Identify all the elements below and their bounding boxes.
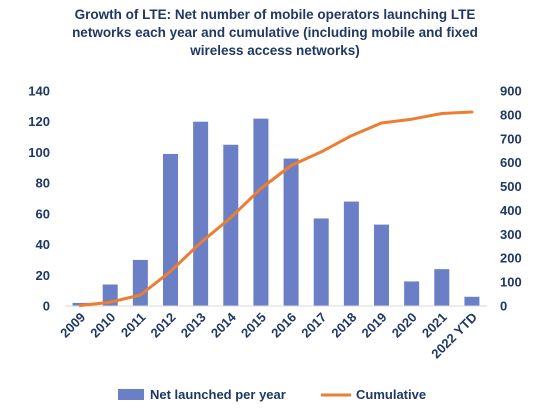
cumulative-line — [78, 110, 474, 307]
bar-2018 — [343, 201, 359, 306]
y-left-tick-label: 80 — [36, 176, 50, 191]
y-right-tick-label: 0 — [500, 299, 507, 314]
bar-2016 — [283, 158, 299, 306]
y-right-tick-label: 900 — [500, 84, 522, 99]
bar-2019 — [374, 224, 389, 306]
y-left-tick-label: 20 — [36, 268, 50, 283]
y-left-tick-label: 120 — [28, 114, 50, 129]
chart-title-line-3: wireless access networks) — [190, 43, 360, 58]
x-tick-label: 2017 — [298, 310, 329, 341]
x-tick-label: 2020 — [389, 310, 420, 341]
y-right-tick-label: 100 — [500, 275, 522, 290]
y-right-tick-label: 500 — [500, 179, 522, 194]
bar-2021 — [434, 269, 450, 306]
line-series — [78, 110, 474, 307]
y-right-tick-label: 200 — [500, 251, 522, 266]
bar-2022-ytd — [464, 296, 480, 306]
x-tick-label: 2016 — [268, 310, 299, 341]
x-tick-label: 2014 — [208, 309, 240, 341]
y-left-tick-label: 140 — [28, 84, 50, 99]
bar-2013 — [193, 121, 209, 306]
bar-2020 — [404, 281, 420, 306]
y-axis-right: 0 100 200 300 400 500 600 700 800 900 — [500, 84, 522, 314]
bar-2014 — [223, 144, 239, 306]
y-right-tick-label: 300 — [500, 227, 522, 242]
y-right-tick-label: 700 — [500, 131, 522, 146]
y-right-tick-label: 600 — [500, 155, 522, 170]
x-axis-labels: 2009 2010 2011 2012 2013 2014 2015 2016 2017 2018… — [57, 309, 480, 361]
y-right-tick-label: 400 — [500, 203, 522, 218]
x-tick-label: 2010 — [87, 310, 118, 341]
x-tick-label: 2015 — [238, 310, 269, 341]
x-tick-label: 2011 — [118, 310, 149, 341]
bar-2015 — [253, 118, 269, 307]
x-tick-label: 2009 — [57, 310, 88, 341]
bar-2011 — [132, 259, 148, 306]
bar-series — [72, 118, 480, 307]
x-tick-label: 2019 — [359, 310, 390, 341]
chart-title-line-2: networks each year and cumulative (inclu… — [72, 25, 478, 40]
legend-bar-label: Net launched per year — [150, 387, 286, 402]
y-left-tick-label: 40 — [36, 237, 50, 252]
y-left-tick-label: 100 — [28, 145, 50, 160]
legend: Net launched per year Cumulative — [118, 387, 426, 402]
x-tick-label: 2013 — [178, 310, 209, 341]
legend-line-label: Cumulative — [356, 387, 426, 402]
legend-bar-swatch — [118, 389, 144, 400]
y-left-tick-label: 0 — [43, 299, 50, 314]
chart-title: Growth of LTE: Net number of mobile oper… — [0, 6, 550, 60]
y-right-tick-label: 800 — [500, 107, 522, 122]
y-axis-left: 0 20 40 60 80 100 120 140 — [28, 84, 50, 314]
chart-title-line-1: Growth of LTE: Net number of mobile oper… — [74, 7, 476, 22]
bar-2012 — [163, 153, 178, 306]
x-tick-label: 2012 — [148, 310, 179, 341]
x-tick-label: 2018 — [328, 310, 359, 341]
y-left-tick-label: 60 — [36, 206, 50, 221]
bar-2017 — [313, 218, 329, 306]
